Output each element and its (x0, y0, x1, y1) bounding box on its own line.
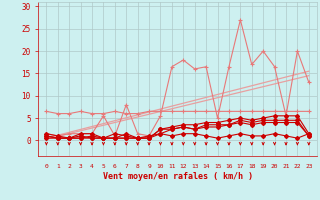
X-axis label: Vent moyen/en rafales ( km/h ): Vent moyen/en rafales ( km/h ) (103, 172, 252, 181)
